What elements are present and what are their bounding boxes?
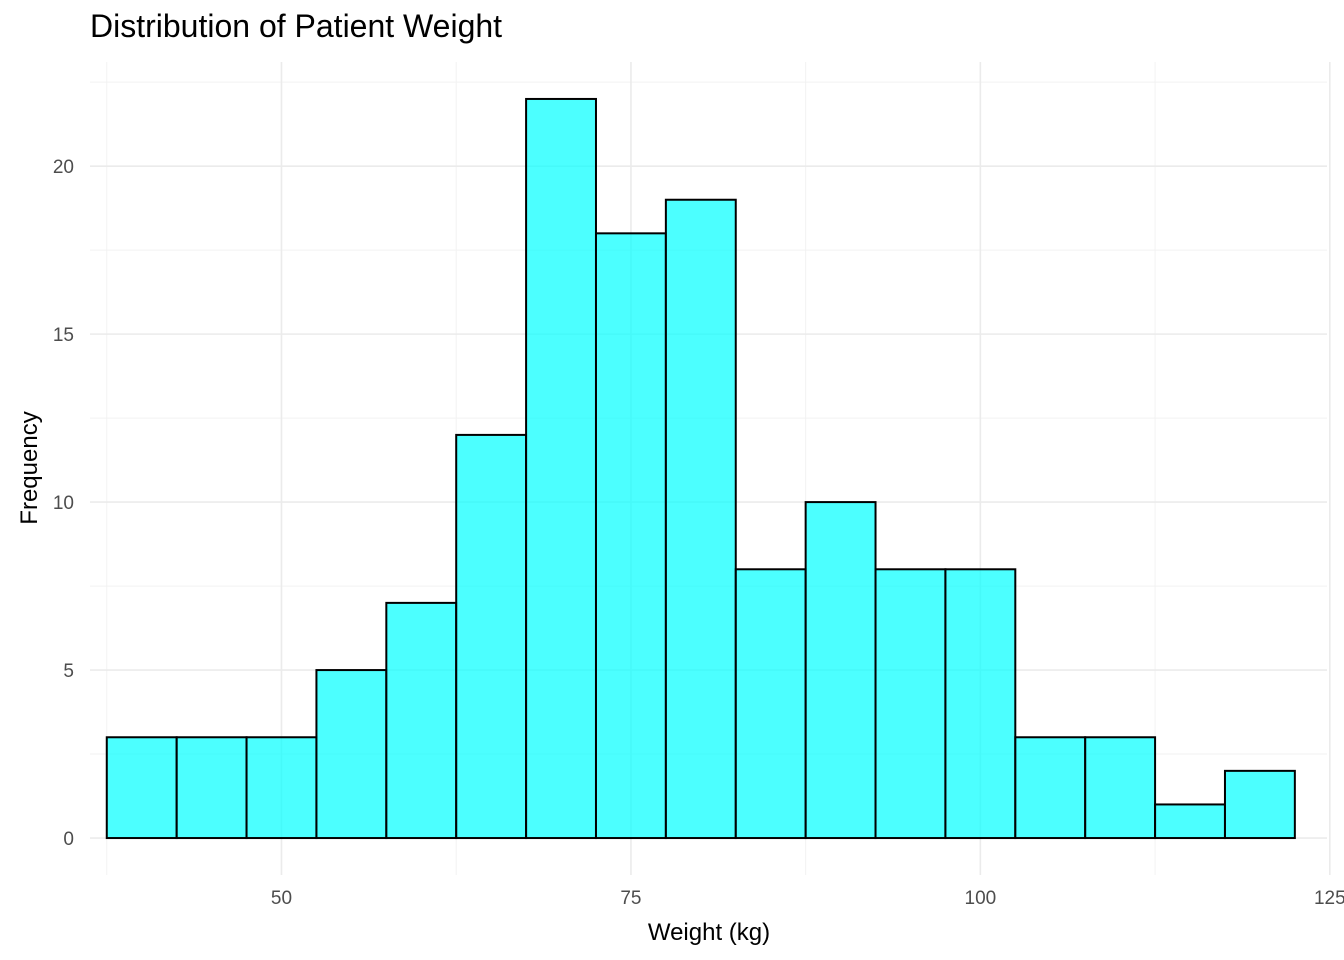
histogram-bar <box>175 736 248 840</box>
y-tick-label: 15 <box>53 325 74 346</box>
histogram-bar <box>525 97 597 840</box>
histogram-bars <box>105 97 1296 840</box>
histogram-bar <box>1223 769 1296 840</box>
histogram-bar <box>315 669 388 840</box>
y-tick-label: 10 <box>53 493 74 514</box>
histogram-bar <box>245 736 318 840</box>
histogram-bar <box>1084 736 1157 840</box>
x-tick-label: 75 <box>620 888 641 909</box>
histogram-bar <box>105 736 178 840</box>
chart-title: Distribution of Patient Weight <box>90 8 503 44</box>
y-tick-label: 20 <box>53 157 74 178</box>
histogram-bar <box>1154 803 1226 840</box>
histogram-bar <box>385 601 458 840</box>
y-tick-labels: 0 5 10 15 20 <box>53 157 74 850</box>
histogram-bar <box>1014 736 1087 840</box>
x-tick-labels: 50 75 100 125 <box>271 888 1344 909</box>
x-axis-label: Weight (kg) <box>648 919 770 946</box>
y-tick-label: 0 <box>63 829 74 850</box>
histogram-bar <box>944 568 1017 840</box>
histogram-bar <box>455 433 528 840</box>
x-tick-label: 50 <box>271 888 292 909</box>
y-tick-label: 5 <box>63 661 74 682</box>
histogram-bar <box>804 501 877 840</box>
histogram-bar <box>734 568 807 840</box>
x-tick-label: 125 <box>1314 888 1344 909</box>
histogram-bar <box>664 198 737 840</box>
x-tick-label: 100 <box>965 888 997 909</box>
histogram-bar <box>594 232 667 840</box>
histogram-bar <box>874 568 947 840</box>
y-axis-label: Frequency <box>16 411 43 524</box>
